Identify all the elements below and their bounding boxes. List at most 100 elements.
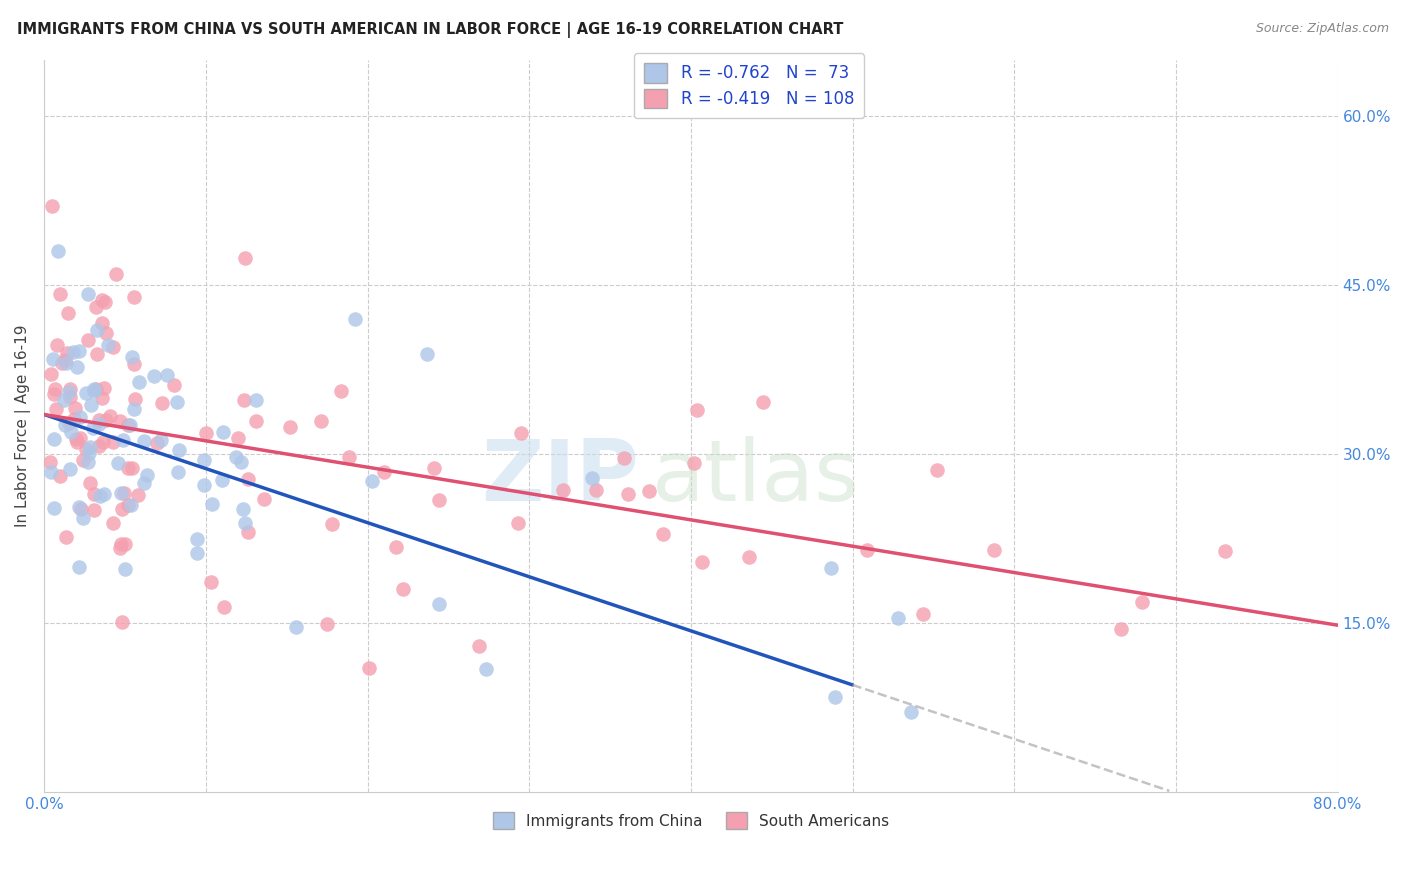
Point xyxy=(87,413,110,427)
Point xyxy=(391,582,413,597)
Point xyxy=(70,502,93,516)
Point xyxy=(824,690,846,704)
Point xyxy=(93,434,115,449)
Point xyxy=(87,439,110,453)
Point xyxy=(63,412,86,426)
Point xyxy=(373,465,395,479)
Point xyxy=(84,301,107,315)
Point xyxy=(423,461,446,475)
Point xyxy=(236,472,259,486)
Point xyxy=(89,489,111,503)
Point xyxy=(72,510,94,524)
Point xyxy=(232,393,254,408)
Point xyxy=(163,377,186,392)
Point xyxy=(55,530,77,544)
Point xyxy=(110,486,132,500)
Point xyxy=(686,403,709,417)
Point xyxy=(90,293,112,308)
Point xyxy=(66,359,89,374)
Point xyxy=(127,488,149,502)
Point xyxy=(143,369,166,384)
Point xyxy=(103,516,125,531)
Point xyxy=(385,540,408,554)
Point xyxy=(855,542,877,557)
Point xyxy=(90,391,112,405)
Point xyxy=(820,561,842,575)
Point xyxy=(211,473,233,487)
Point xyxy=(45,402,67,417)
Point xyxy=(77,286,100,301)
Point xyxy=(44,387,66,401)
Point xyxy=(108,414,131,428)
Point xyxy=(75,442,97,456)
Point xyxy=(53,353,76,368)
Point xyxy=(120,498,142,512)
Point xyxy=(97,338,120,352)
Point xyxy=(111,615,134,630)
Point xyxy=(110,537,132,551)
Point xyxy=(284,620,307,634)
Point xyxy=(44,382,66,396)
Point xyxy=(343,311,366,326)
Point xyxy=(67,344,90,359)
Point xyxy=(100,409,122,423)
Point xyxy=(238,525,260,540)
Point xyxy=(508,516,530,530)
Point xyxy=(233,516,256,531)
Point xyxy=(84,382,107,396)
Point xyxy=(117,498,139,512)
Point xyxy=(194,425,217,440)
Point xyxy=(321,516,343,531)
Point xyxy=(79,441,101,455)
Point xyxy=(416,347,439,361)
Point xyxy=(253,491,276,506)
Point xyxy=(1109,622,1132,636)
Text: IMMIGRANTS FROM CHINA VS SOUTH AMERICAN IN LABOR FORCE | AGE 16-19 CORRELATION C: IMMIGRANTS FROM CHINA VS SOUTH AMERICAN … xyxy=(17,22,844,38)
Point xyxy=(309,414,332,428)
Point xyxy=(616,487,638,501)
Point xyxy=(166,395,188,409)
Point xyxy=(467,639,489,653)
Point xyxy=(211,425,233,440)
Point xyxy=(114,561,136,575)
Point xyxy=(67,560,90,574)
Point xyxy=(93,487,115,501)
Point xyxy=(613,450,636,465)
Point xyxy=(67,500,90,514)
Point xyxy=(42,352,65,367)
Point xyxy=(52,392,75,407)
Point xyxy=(39,367,62,381)
Point xyxy=(59,390,82,404)
Point xyxy=(551,483,574,497)
Point xyxy=(56,346,79,360)
Point xyxy=(927,463,949,477)
Point xyxy=(58,385,80,400)
Point xyxy=(585,483,607,497)
Point xyxy=(117,417,139,432)
Point xyxy=(94,295,117,310)
Point xyxy=(87,417,110,431)
Point xyxy=(887,611,910,625)
Point xyxy=(59,462,82,476)
Point xyxy=(101,434,124,449)
Point xyxy=(93,381,115,395)
Point xyxy=(900,705,922,719)
Point xyxy=(212,599,235,614)
Point xyxy=(82,421,104,435)
Point xyxy=(39,465,62,479)
Text: Source: ZipAtlas.com: Source: ZipAtlas.com xyxy=(1256,22,1389,36)
Point xyxy=(983,543,1005,558)
Point xyxy=(75,385,97,400)
Point xyxy=(167,443,190,458)
Point xyxy=(1132,594,1154,608)
Point xyxy=(44,432,66,446)
Point xyxy=(122,357,145,371)
Point xyxy=(193,478,215,492)
Point xyxy=(83,503,105,517)
Point xyxy=(475,662,498,676)
Point xyxy=(245,393,267,408)
Point xyxy=(77,333,100,347)
Point xyxy=(232,502,254,516)
Point xyxy=(278,420,301,434)
Point xyxy=(245,414,267,428)
